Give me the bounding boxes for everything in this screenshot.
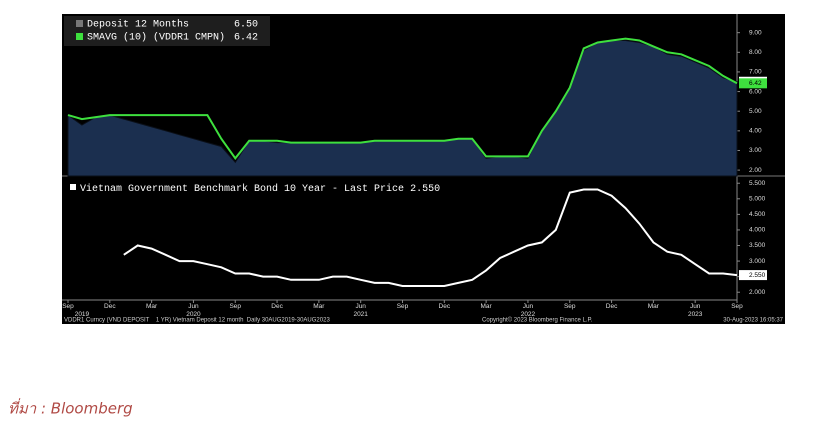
last-value-label: 2.550 [749,272,766,279]
x-tick-label: Sep [731,303,743,310]
x-tick-label: Dec [271,303,283,310]
x-tick-label: Sep [62,303,74,310]
x-year-label: 2021 [353,311,368,318]
y-tick-label: 5.000 [749,196,766,203]
legend-name: Deposit 12 Months [87,19,189,31]
x-tick-label: Dec [606,303,618,310]
line [123,188,738,287]
x-tick-label: Jun [690,303,701,310]
legend-swatch [76,20,83,27]
legend-value: 2.550 [410,184,440,195]
y-tick-label: 2.00 [749,167,762,174]
y-tick-label: 5.500 [749,180,766,187]
x-tick-label: Dec [439,303,451,310]
x-year-label: 2022 [521,311,536,318]
x-tick-label: Mar [146,303,158,310]
x-tick-label: Dec [104,303,116,310]
legend-swatch [76,33,83,40]
x-tick-label: Mar [648,303,660,310]
y-tick-label: 3.00 [749,147,762,154]
y-tick-label: 4.500 [749,211,766,218]
y-tick-label: 3.000 [749,258,766,265]
legend-value: 6.50 [234,20,258,31]
legend-value: 6.42 [234,33,258,44]
x-tick-label: Mar [313,303,325,310]
y-tick-label: 4.000 [749,227,766,234]
x-year-label: 2023 [688,311,703,318]
x-tick-label: Jun [523,303,534,310]
legend-swatch [70,184,76,190]
legend: Vietnam Government Benchmark Bond 10 Yea… [80,183,440,195]
y-tick-label: 8.00 [749,49,762,56]
footer-center: Copyright© 2023 Bloomberg Finance L.P. [482,317,593,324]
last-value-label: 6.42 [749,80,762,87]
y-tick-label: 2.000 [749,289,766,296]
x-tick-label: Jun [188,303,199,310]
legend-box [64,16,270,46]
x-tick-label: Sep [564,303,576,310]
x-tick-label: Sep [397,303,409,310]
legend-name: Vietnam Government Benchmark Bond 10 Yea… [80,183,404,195]
y-tick-label: 6.00 [749,88,762,95]
line [67,37,738,160]
y-tick-label: 3.500 [749,242,766,249]
x-year-label: 2019 [75,311,90,318]
x-tick-label: Jun [355,303,366,310]
footer-left: VDDR1 Curncy (VND DEPOSIT 1 YR) Vietnam … [64,318,330,324]
y-tick-label: 5.00 [749,108,762,115]
y-tick-label: 7.00 [749,69,762,76]
y-tick-label: 4.00 [749,128,762,135]
y-tick-label: 9.00 [749,29,762,36]
x-tick-label: Mar [481,303,493,310]
legend-name: SMAVG (10) (VDDR1 CMPN) [87,32,225,44]
last-value-box [739,78,767,89]
x-tick-label: Sep [229,303,241,310]
source-caption: ที่มา : Bloomberg [8,398,133,418]
last-value-box [739,270,767,281]
footer-right: 30-Aug-2023 16:05:37 [723,318,783,324]
x-year-label: 2020 [186,311,201,318]
